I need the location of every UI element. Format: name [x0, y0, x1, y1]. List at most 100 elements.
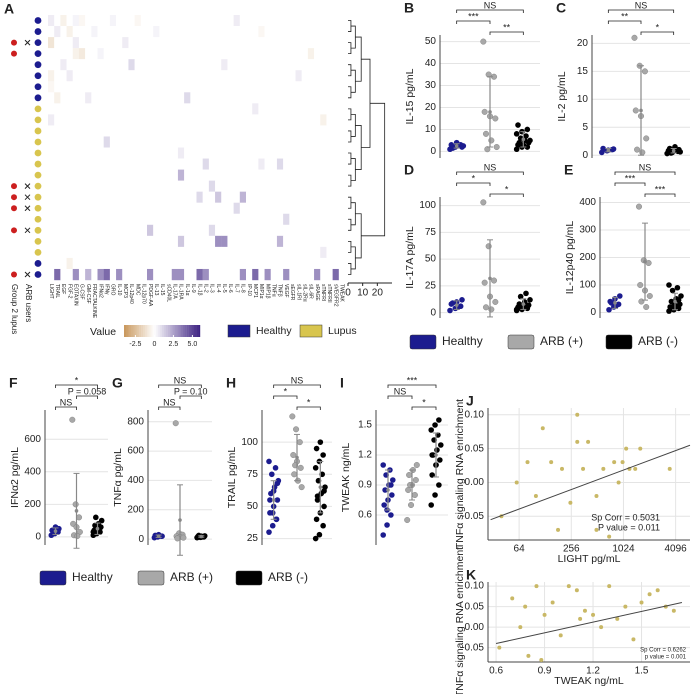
heatmap-cell: [270, 224, 278, 237]
heatmap-cell: [246, 257, 253, 270]
heatmap-cell: [48, 114, 55, 126]
heatmap-cell: [66, 125, 73, 137]
data-point: [608, 300, 615, 306]
heatmap-cell: [208, 257, 216, 270]
data-point: [514, 480, 519, 485]
colorbar-tick-label: 2.5: [169, 341, 179, 348]
heatmap-cell: [66, 37, 73, 49]
y-tick-label: 0.00: [465, 477, 485, 488]
heatmap-cell: [159, 125, 166, 137]
panel-letter: B: [404, 0, 414, 16]
heatmap-cell: [190, 15, 197, 27]
heatmap-cell: [320, 158, 327, 170]
significance-bracket: [273, 395, 298, 399]
heatmap-cell: [116, 103, 123, 115]
heatmap-cell: [60, 59, 67, 71]
heatmap-cell: [103, 268, 111, 281]
data-point: [411, 492, 418, 499]
heatmap-cell: [109, 169, 117, 181]
heatmap-cell: [122, 257, 129, 270]
heatmap-cell: [258, 48, 265, 60]
legend-label: ARB (-): [638, 334, 678, 348]
heatmap-cell: [147, 169, 154, 181]
heatmap-cell: [147, 103, 154, 115]
heatmap-cell: [85, 246, 92, 259]
group-dot: [34, 105, 42, 113]
heatmap-cell: [60, 26, 67, 38]
heatmap-cell: [134, 114, 142, 126]
significance-bracket: [179, 395, 202, 399]
data-point: [631, 637, 636, 642]
data-point: [534, 584, 539, 589]
heatmap-cell: [85, 257, 92, 270]
heatmap-cell: [233, 158, 241, 170]
data-point: [667, 304, 673, 310]
heatmap-cell: [66, 147, 73, 159]
heatmap-cell: [320, 92, 327, 104]
heatmap-cell: [246, 158, 253, 170]
heatmap-cell: [215, 37, 222, 49]
heatmap-cell: [301, 59, 309, 71]
heatmap-cell: [233, 81, 241, 93]
heatmap-cell: [314, 15, 321, 27]
significance-label: *: [472, 173, 476, 183]
panel-letter: A: [4, 1, 14, 17]
heatmap-cell: [246, 37, 253, 49]
heatmap-cell: [91, 81, 98, 93]
heatmap-cell: [307, 114, 315, 126]
y-tick-label: 0: [35, 532, 41, 543]
heatmap-cell: [140, 224, 148, 237]
y-tick-label: 75: [247, 469, 259, 480]
heatmap-cell: [246, 224, 253, 237]
heatmap-cell: [78, 48, 86, 60]
heatmap-cell: [332, 235, 340, 248]
heatmap-cell: [233, 180, 241, 192]
heatmap-cell: [147, 191, 154, 203]
data-point: [539, 657, 544, 662]
heatmap-cell: [66, 48, 73, 60]
heatmap-cell: [85, 213, 92, 225]
heatmap-cell: [97, 70, 104, 82]
heatmap-cell: [78, 213, 86, 225]
heatmap-cell: [171, 15, 179, 27]
heatmap-cell: [307, 125, 315, 137]
colorbar-step: [143, 325, 146, 337]
heatmap-cell: [233, 103, 241, 115]
heatmap-cell: [264, 37, 271, 49]
heatmap-cell: [147, 81, 154, 93]
column-label: IFNα2: [97, 284, 103, 298]
mean-point: [74, 509, 79, 513]
heatmap-cell: [227, 103, 234, 115]
heatmap-cell: [66, 202, 73, 214]
heatmap-cell: [171, 158, 179, 170]
heatmap-cell: [264, 202, 271, 214]
heatmap-cell: [320, 70, 327, 82]
heatmap-cell: [338, 147, 346, 159]
column-label: IL-3: [209, 284, 215, 293]
heatmap-cell: [184, 235, 191, 248]
data-point: [485, 71, 492, 78]
column-label: IL-12p70: [141, 284, 147, 304]
data-point: [624, 446, 629, 451]
mean-point: [521, 302, 526, 306]
data-point: [610, 146, 617, 152]
heatmap-cell: [147, 257, 154, 270]
group2-dot: [11, 194, 17, 201]
data-point: [677, 149, 683, 155]
heatmap-cell: [78, 125, 86, 137]
column-label: IFNγ: [103, 284, 109, 295]
y-tick-label: 100: [579, 280, 596, 291]
heatmap-cell: [289, 158, 296, 170]
heatmap-cell: [128, 26, 135, 38]
data-point: [320, 452, 326, 458]
heatmap-cell: [252, 92, 259, 104]
heatmap-cell: [48, 257, 55, 270]
legend-swatch: [409, 334, 437, 350]
significance-label: *: [307, 397, 311, 407]
heatmap-cell: [295, 37, 302, 49]
heatmap-cell: [177, 15, 185, 27]
heatmap-cell: [91, 59, 98, 71]
heatmap-cell: [270, 37, 278, 49]
heatmap-cell: [153, 15, 160, 27]
